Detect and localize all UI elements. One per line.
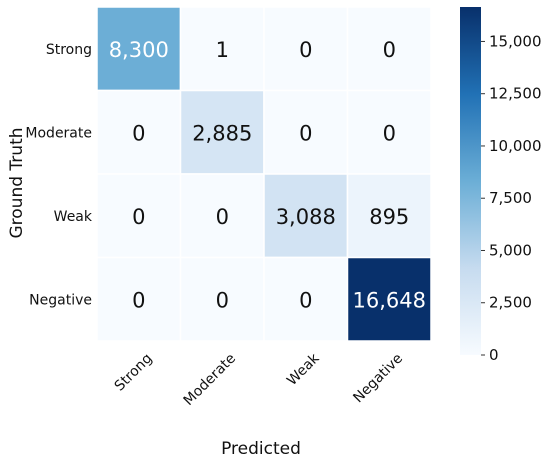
cell-value-label: 0: [299, 121, 312, 145]
colorbar-ticks: 0 2,500 5,000 7,500 10,000 12,500 15,000: [481, 32, 542, 364]
y-tick-labels: Strong Moderate Weak Negative: [25, 42, 92, 309]
colorbar-tick-label: 12,500: [489, 85, 542, 103]
cell-value-label: 0: [299, 288, 312, 312]
x-tick-label: Weak: [284, 350, 323, 389]
heatmap-cell: [179, 173, 265, 259]
heatmap-cell-labels: 8,300 1 0 0 0 2,885 0 0 0 0 3,088 895 0 0 0 16,648: [109, 38, 426, 313]
cell-value-label: 0: [132, 121, 145, 145]
colorbar-tick-label: 15,000: [489, 32, 542, 50]
heatmap-cell: [179, 256, 265, 342]
heatmap-cell: [346, 173, 432, 259]
cell-value-label: 0: [216, 288, 229, 312]
cell-value-label: 3,088: [276, 205, 336, 229]
x-tick-label: Negative: [350, 351, 406, 407]
x-axis-title: Predicted: [221, 439, 301, 459]
y-axis-title: Ground Truth: [7, 127, 27, 238]
x-tick-label: Strong: [112, 351, 156, 395]
heatmap-cell: [179, 89, 265, 175]
heatmap-cell: [346, 6, 432, 92]
cell-value-label: 2,885: [192, 121, 252, 145]
colorbar-tick-label: 0: [489, 346, 499, 364]
cell-value-label: 1: [216, 38, 229, 62]
heatmap-cell: [179, 6, 265, 92]
y-tick-label: Negative: [29, 292, 92, 308]
x-tick-labels: Strong Moderate Weak Negative: [112, 350, 406, 409]
heatmap-cell: [96, 6, 182, 92]
x-tick-label: Moderate: [181, 351, 239, 409]
cell-value-label: 0: [132, 288, 145, 312]
colorbar-tick-label: 5,000: [489, 241, 532, 259]
heatmap-cell: [263, 6, 349, 92]
cell-value-label: 0: [132, 205, 145, 229]
cell-value-label: 0: [299, 38, 312, 62]
heatmap-cells: [96, 6, 432, 342]
colorbar-tick-label: 10,000: [489, 137, 542, 155]
y-tick-label: Moderate: [25, 125, 92, 141]
heatmap-cell: [346, 256, 432, 342]
colorbar-tick-label: 2,500: [489, 294, 532, 312]
cell-value-label: 0: [216, 205, 229, 229]
cell-value-label: 0: [383, 38, 396, 62]
cell-value-label: 8,300: [109, 38, 169, 62]
y-tick-label: Weak: [54, 209, 93, 225]
cell-value-label: 895: [369, 205, 409, 229]
cell-value-label: 16,648: [353, 288, 426, 312]
y-tick-label: Strong: [46, 42, 92, 58]
colorbar: [460, 7, 481, 355]
colorbar-tick-label: 7,500: [489, 189, 532, 207]
cell-value-label: 0: [383, 121, 396, 145]
heatmap-cell: [96, 256, 182, 342]
heatmap-cell: [346, 89, 432, 175]
